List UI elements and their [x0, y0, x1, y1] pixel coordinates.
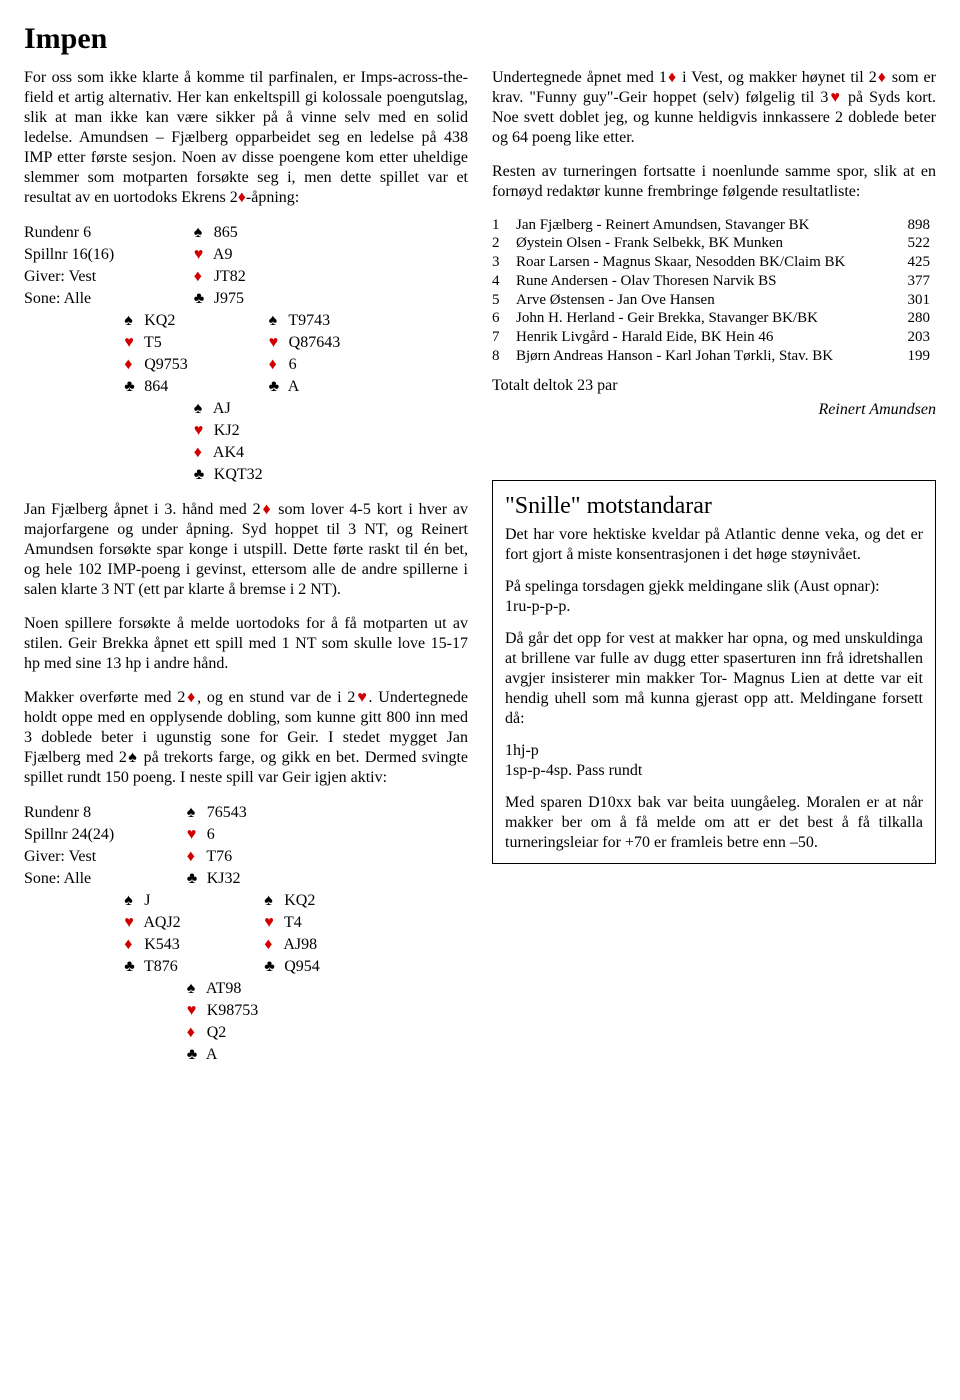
- box-p1: Det har vore hektiske kveldar på Atlanti…: [505, 525, 923, 565]
- right-column: Undertegnede åpnet med 1♦ i Vest, og mak…: [492, 68, 936, 1080]
- right-para-1: Undertegnede åpnet med 1♦ i Vest, og mak…: [492, 68, 936, 148]
- right-para-2: Resten av turneringen fortsatte i noenlu…: [492, 162, 936, 202]
- left-column: For oss som ikke klarte å komme til parf…: [24, 68, 468, 1080]
- deal2-meta-3: Sone: Alle: [24, 868, 124, 890]
- diamond-icon: ♦: [261, 501, 273, 518]
- deal2-meta-1: Spillnr 24(24): [24, 824, 124, 846]
- table-row: 5Arve Østensen - Jan Ove Hansen301: [492, 291, 936, 310]
- deal2-meta-0: Rundenr 8: [24, 802, 124, 824]
- heart-icon: ♥: [828, 89, 842, 106]
- heart-icon: ♥: [355, 689, 368, 706]
- table-row: 2Øystein Olsen - Frank Selbekk, BK Munke…: [492, 234, 936, 253]
- two-column-layout: For oss som ikke klarte å komme til parf…: [24, 68, 936, 1080]
- deal1-meta-3: Sone: Alle: [24, 288, 124, 310]
- para-2: Jan Fjælberg åpnet i 3. hånd med 2♦ som …: [24, 500, 468, 600]
- sidebar-box: "Snille" motstandarar Det har vore hekti…: [492, 480, 936, 864]
- diamond-icon: ♦: [667, 69, 677, 86]
- box-p2: På spelinga torsdagen gjekk meldingane s…: [505, 577, 923, 617]
- table-row: 8Bjørn Andreas Hanson - Karl Johan Tørkl…: [492, 347, 936, 366]
- diamond-icon: ♦: [185, 689, 197, 706]
- table-row: 3Roar Larsen - Magnus Skaar, Nesodden BK…: [492, 253, 936, 272]
- results-table: 1Jan Fjælberg - Reinert Amundsen, Stavan…: [492, 216, 936, 366]
- bridge-deal-2: Rundenr 8 ♠ 76543 Spillnr 24(24) ♥ 6 Giv…: [24, 802, 326, 1066]
- table-row: 6John H. Herland - Geir Brekka, Stavange…: [492, 309, 936, 328]
- box-p5: Med sparen D10xx bak var beita uungåeleg…: [505, 793, 923, 853]
- para-4: Makker overførte med 2♦, og en stund var…: [24, 688, 468, 788]
- para-3: Noen spillere forsøkte å melde uortodoks…: [24, 614, 468, 674]
- deal1-meta-1: Spillnr 16(16): [24, 244, 124, 266]
- box-p3: Då går det opp for vest at makker har op…: [505, 629, 923, 729]
- page-title: Impen: [24, 20, 936, 58]
- table-row: 1Jan Fjælberg - Reinert Amundsen, Stavan…: [492, 216, 936, 235]
- author-byline: Reinert Amundsen: [492, 400, 936, 420]
- intro-paragraph: For oss som ikke klarte å komme til parf…: [24, 68, 468, 208]
- table-row: 4Rune Andersen - Olav Thoresen Narvik BS…: [492, 272, 936, 291]
- total-participants: Totalt deltok 23 par: [492, 376, 936, 396]
- table-row: 7Henrik Livgård - Harald Eide, BK Hein 4…: [492, 328, 936, 347]
- diamond-icon: ♦: [238, 189, 246, 206]
- bridge-deal-1: Rundenr 6 ♠ 865 Spillnr 16(16) ♥ A9 Give…: [24, 222, 346, 486]
- deal1-meta-2: Giver: Vest: [24, 266, 124, 288]
- box-p4: 1hj-p 1sp-p-4sp. Pass rundt: [505, 741, 923, 781]
- deal1-meta-0: Rundenr 6: [24, 222, 124, 244]
- diamond-icon: ♦: [877, 69, 887, 86]
- box-title: "Snille" motstandarar: [505, 491, 923, 521]
- deal2-meta-2: Giver: Vest: [24, 846, 124, 868]
- spade-icon: ♠: [127, 749, 138, 766]
